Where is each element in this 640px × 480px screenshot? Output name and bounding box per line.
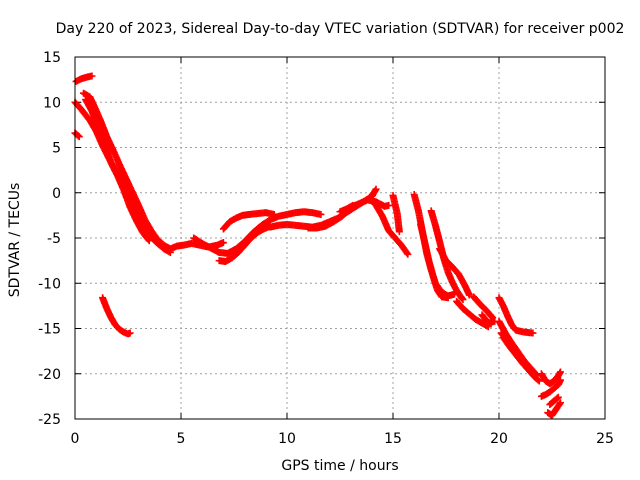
- y-tick-label: 15: [43, 50, 61, 66]
- data-point: [556, 400, 564, 408]
- data-point: [126, 329, 134, 337]
- series-arc28: [537, 376, 564, 400]
- series-arc30: [546, 393, 562, 409]
- series-arc27: [537, 368, 564, 388]
- x-tick-label: 5: [177, 431, 186, 447]
- series-arc21: [470, 293, 497, 322]
- series-arc13: [336, 201, 357, 216]
- series-arc1: [72, 72, 96, 85]
- y-tick-label: -10: [38, 276, 61, 292]
- y-tick-label: -15: [38, 322, 61, 338]
- x-tick-label: 25: [596, 431, 614, 447]
- data-point: [556, 399, 564, 407]
- series-arc3: [79, 89, 174, 253]
- data-point: [444, 294, 452, 302]
- series-arc29: [544, 399, 564, 419]
- plot-frame: [74, 56, 606, 420]
- data-point: [554, 393, 562, 401]
- data-point: [270, 210, 278, 218]
- series-arc23: [495, 317, 541, 380]
- data-point: [553, 394, 561, 402]
- data-point: [144, 236, 152, 244]
- y-tick-label: -5: [47, 231, 61, 247]
- data-point: [395, 228, 403, 236]
- data-point: [556, 376, 564, 384]
- tick-labels: 0 5 10 15 20 25 -25 -20 -15 -10 -5 0 5 10 15: [38, 50, 614, 447]
- x-axis-title: GPS time / hours: [281, 458, 398, 474]
- data-point: [459, 296, 467, 304]
- data-point: [403, 249, 411, 257]
- series-arc10: [219, 209, 278, 233]
- y-tick-label: 5: [52, 141, 61, 157]
- y-tick-label: -20: [38, 367, 61, 383]
- data-point: [556, 368, 564, 376]
- data-point: [74, 132, 82, 140]
- data-point: [372, 185, 380, 193]
- x-tick-label: 0: [71, 431, 80, 447]
- series-arc4: [82, 96, 153, 245]
- data-point: [219, 239, 227, 247]
- data-point: [385, 201, 393, 209]
- y-axis-title: SDTVAR / TECUs: [7, 183, 23, 298]
- y-tick-label: 0: [52, 186, 61, 202]
- data-point: [465, 291, 473, 299]
- y-tick-label: -25: [38, 412, 61, 428]
- data-points: [71, 72, 564, 419]
- series-arc19: [436, 245, 473, 299]
- data-point: [529, 329, 537, 337]
- series-arc25: [495, 294, 537, 337]
- series-arc18: [427, 207, 467, 304]
- series-arc5: [71, 129, 83, 141]
- x-tick-label: 15: [384, 431, 402, 447]
- data-point: [145, 237, 153, 245]
- series-arc9: [215, 222, 274, 266]
- data-point: [317, 210, 325, 218]
- x-tick-label: 10: [278, 431, 296, 447]
- data-point: [534, 376, 542, 384]
- series-arc17: [417, 220, 452, 302]
- data-point: [535, 377, 543, 385]
- y-tick-label: 10: [43, 95, 61, 111]
- series-arc14: [366, 193, 412, 258]
- x-tick-label: 20: [490, 431, 508, 447]
- data-point: [88, 72, 96, 80]
- series-arc22: [478, 311, 499, 327]
- data-point: [349, 201, 357, 209]
- data-point: [404, 250, 412, 258]
- series-arc6: [99, 294, 134, 338]
- data-point: [75, 133, 83, 141]
- series-arc26: [499, 334, 543, 385]
- series-arc20: [453, 297, 492, 331]
- series-arc15: [389, 191, 403, 236]
- chart-title: Day 220 of 2023, Sidereal Day-to-day VTE…: [56, 21, 625, 37]
